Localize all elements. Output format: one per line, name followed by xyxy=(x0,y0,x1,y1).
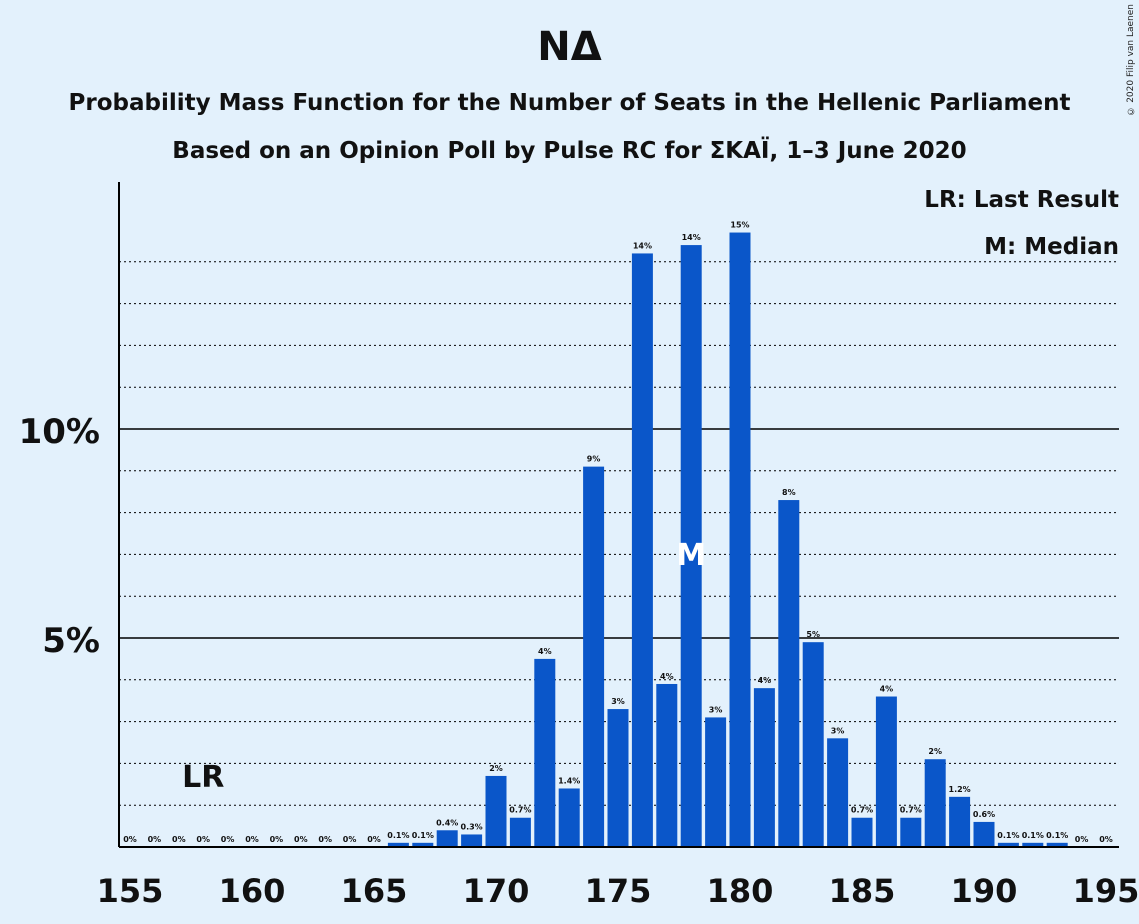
bar xyxy=(412,842,434,847)
bar-value-label: 15% xyxy=(730,221,749,230)
bar xyxy=(1022,842,1044,847)
bar-value-label: 14% xyxy=(682,233,701,242)
bar xyxy=(973,821,995,847)
bar xyxy=(461,834,483,847)
bar-value-label: 0% xyxy=(172,835,186,844)
bar-value-label: 0% xyxy=(343,835,357,844)
bar-value-label: 3% xyxy=(709,705,723,714)
bar-value-label: 1.4% xyxy=(558,776,580,785)
x-tick-label: 195 xyxy=(1073,872,1139,910)
bar xyxy=(900,817,922,847)
bar-value-label: 0% xyxy=(1075,835,1089,844)
bar-value-label: 0% xyxy=(245,835,259,844)
bar-value-label: 0% xyxy=(270,835,284,844)
bar-value-label: 0.7% xyxy=(851,806,873,815)
bar xyxy=(509,817,531,847)
bar-value-label: 0.1% xyxy=(997,831,1019,840)
bar-value-label: 0% xyxy=(318,835,332,844)
bar-value-label: 0% xyxy=(148,835,162,844)
bar-value-label: 0.7% xyxy=(900,806,922,815)
bar xyxy=(680,245,702,847)
bar-value-label: 0.7% xyxy=(509,806,531,815)
y-tick-label: 5% xyxy=(42,621,100,661)
bar-value-label: 8% xyxy=(782,488,796,497)
x-tick-label: 175 xyxy=(585,872,652,910)
bar xyxy=(436,830,458,847)
bar-value-label: 0.3% xyxy=(461,822,483,831)
chart-title: NΔ xyxy=(537,24,602,70)
bar-value-label: 0% xyxy=(1099,835,1113,844)
bar-value-label: 0% xyxy=(221,835,235,844)
bar xyxy=(851,817,873,847)
bar xyxy=(534,658,556,847)
bar-value-label: 1.2% xyxy=(949,785,971,794)
bar xyxy=(558,788,580,847)
bar xyxy=(997,842,1019,847)
last-result-marker: LR xyxy=(182,760,224,795)
chart-subtitle-2: Based on an Opinion Poll by Pulse RC for… xyxy=(172,138,967,164)
bar xyxy=(631,253,653,847)
median-marker: M xyxy=(676,538,706,573)
x-tick-label: 155 xyxy=(97,872,164,910)
bar-value-label: 3% xyxy=(611,697,625,706)
bar-value-label: 4% xyxy=(758,676,772,685)
bar-value-label: 0.1% xyxy=(412,831,434,840)
bar xyxy=(778,500,800,847)
bar xyxy=(802,642,824,847)
x-tick-label: 180 xyxy=(707,872,774,910)
bar xyxy=(607,709,629,847)
bar xyxy=(924,759,946,847)
bar xyxy=(387,842,409,847)
bar xyxy=(583,466,605,847)
x-tick-label: 185 xyxy=(829,872,896,910)
bar-value-label: 5% xyxy=(806,630,820,639)
axes-group: 5% 10% 155 160 165 170 175 180 185 190 195 xyxy=(19,182,1139,910)
bar-value-label: 0.1% xyxy=(1022,831,1044,840)
bar xyxy=(827,738,849,847)
bar-value-label: 2% xyxy=(489,764,503,773)
legend-median: M: Median xyxy=(984,234,1119,260)
bar-value-label: 0.1% xyxy=(1046,831,1068,840)
bar xyxy=(729,232,751,848)
bar xyxy=(1046,842,1068,847)
bar-value-label: 0.1% xyxy=(387,831,409,840)
bars-group xyxy=(387,232,1068,848)
y-tick-label: 10% xyxy=(19,412,100,452)
x-tick-label: 190 xyxy=(951,872,1018,910)
bar-value-label: 4% xyxy=(538,647,552,656)
bar-value-label: 4% xyxy=(660,672,674,681)
bar-value-label: 0.6% xyxy=(973,810,995,819)
bar-value-label: 4% xyxy=(880,685,894,694)
legend-last-result: LR: Last Result xyxy=(924,187,1119,213)
x-tick-label: 170 xyxy=(463,872,530,910)
value-labels-group: 0% 0% 0% 0% 0% 0% 0% 0% 0% 0% 0% 0.1% 0.1%0.4% 0.3%2%… xyxy=(123,221,1113,844)
bar-value-label: 3% xyxy=(831,726,845,735)
bar xyxy=(875,696,897,847)
bar xyxy=(656,683,678,847)
bar-value-label: 0% xyxy=(294,835,308,844)
chart-subtitle-1: Probability Mass Function for the Number… xyxy=(68,90,1071,116)
bar-value-label: 0% xyxy=(367,835,381,844)
bar-value-label: 0.4% xyxy=(436,818,458,827)
x-tick-label: 160 xyxy=(219,872,286,910)
bar xyxy=(485,775,507,847)
x-tick-label: 165 xyxy=(341,872,408,910)
bar-value-label: 2% xyxy=(928,747,942,756)
bar-value-label: 9% xyxy=(587,455,601,464)
bar-value-label: 0% xyxy=(196,835,210,844)
bar xyxy=(705,717,727,847)
bar xyxy=(753,688,775,847)
bar-value-label: 14% xyxy=(633,241,652,250)
bar xyxy=(949,796,971,847)
bar-value-label: 0% xyxy=(123,835,137,844)
